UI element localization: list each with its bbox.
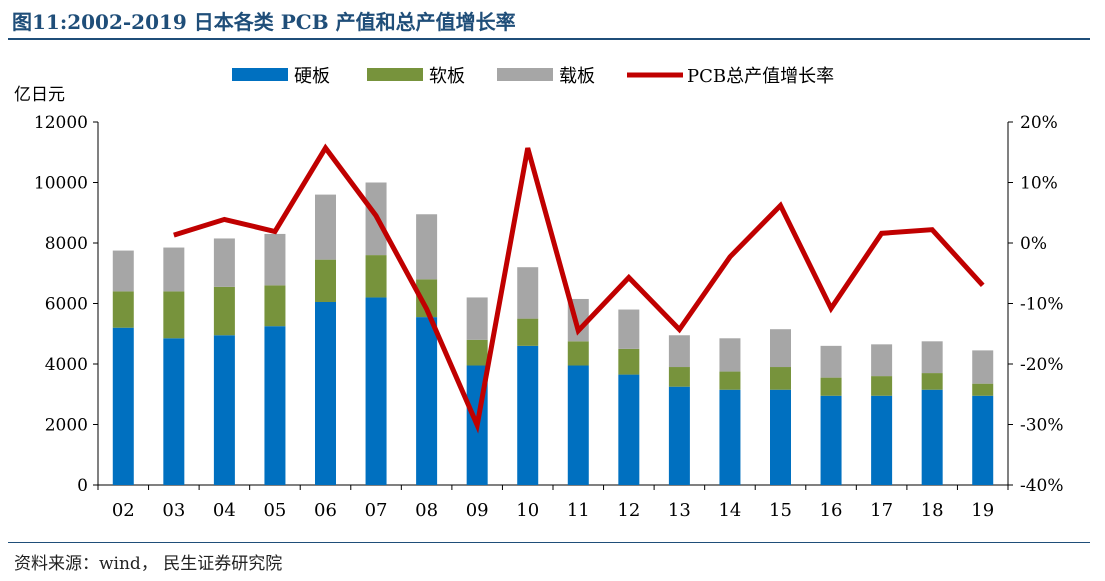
x-tick-label: 08 xyxy=(415,500,438,521)
legend-label-软板: 软板 xyxy=(429,66,465,87)
bar-软板-19 xyxy=(972,383,994,396)
legend-swatch-硬板 xyxy=(232,68,288,81)
y-axis-unit-label: 亿日元 xyxy=(14,85,65,105)
legend-swatch-软板 xyxy=(367,68,423,81)
y-left-tick-label: 4000 xyxy=(45,355,88,375)
title-rule xyxy=(8,38,1090,40)
bar-载板-09 xyxy=(466,297,488,340)
legend-label-载板: 载板 xyxy=(559,66,595,87)
bar-软板-16 xyxy=(820,377,842,396)
x-tick-label: 14 xyxy=(718,500,741,521)
bar-软板-18 xyxy=(921,373,943,390)
bar-软板-04 xyxy=(213,286,235,336)
bar-软板-17 xyxy=(871,376,893,396)
bar-软板-12 xyxy=(618,348,640,375)
y-left-tick-label: 2000 xyxy=(45,416,88,436)
bar-软板-03 xyxy=(163,291,185,339)
y-right-tick-label: -10% xyxy=(1020,295,1064,315)
bar-软板-14 xyxy=(719,371,741,390)
bar-硬板-17 xyxy=(871,395,893,485)
bar-硬板-16 xyxy=(820,395,842,485)
bar-软板-15 xyxy=(770,367,791,390)
x-tick-label: 16 xyxy=(820,500,843,521)
bar-载板-06 xyxy=(315,194,336,260)
bar-硬板-11 xyxy=(567,365,589,485)
bar-载板-13 xyxy=(668,335,690,368)
bar-载板-10 xyxy=(517,267,539,319)
bar-载板-04 xyxy=(213,238,235,287)
bar-软板-05 xyxy=(264,285,286,327)
bar-硬板-18 xyxy=(921,389,943,485)
x-tick-label: 15 xyxy=(769,500,792,521)
bar-硬板-07 xyxy=(365,297,387,485)
bar-硬板-14 xyxy=(719,389,741,485)
bar-载板-18 xyxy=(921,341,943,374)
bar-软板-07 xyxy=(365,255,387,298)
x-tick-label: 19 xyxy=(971,500,994,521)
x-tick-label: 13 xyxy=(668,500,691,521)
chart-title: 图11:2002-2019 日本各类 PCB 产值和总产值增长率 xyxy=(12,10,516,34)
x-tick-label: 10 xyxy=(516,500,539,521)
bar-软板-02 xyxy=(112,291,134,328)
y-right-tick-label: 20% xyxy=(1020,113,1058,133)
bar-载板-08 xyxy=(416,214,438,280)
bar-载板-03 xyxy=(163,247,185,292)
bar-软板-08 xyxy=(416,279,438,318)
y-right-tick-label: 10% xyxy=(1020,174,1058,194)
y-left-tick-label: 10000 xyxy=(34,174,88,194)
bar-硬板-10 xyxy=(517,345,539,485)
bar-硬板-19 xyxy=(972,395,994,485)
legend-label-硬板: 硬板 xyxy=(294,66,330,87)
y-left-tick-label: 12000 xyxy=(34,113,88,133)
bar-硬板-13 xyxy=(668,386,690,485)
bar-软板-11 xyxy=(567,341,589,366)
bar-载板-17 xyxy=(871,344,893,377)
bar-硬板-03 xyxy=(163,338,185,485)
footer-rule xyxy=(8,542,1090,543)
y-right-tick-label: -30% xyxy=(1020,416,1064,436)
chart: 硬板 软板 载板 PCB总产值增长率 亿日元 02000400060008000100… xyxy=(14,66,1064,521)
bar-软板-06 xyxy=(315,259,336,302)
x-tick-label: 05 xyxy=(263,500,286,521)
bar-软板-09 xyxy=(466,339,488,366)
x-tick-label: 02 xyxy=(112,500,135,521)
bar-硬板-08 xyxy=(416,317,438,485)
y-right-tick-label: 0% xyxy=(1020,234,1047,254)
x-tick-label: 11 xyxy=(567,500,590,521)
bar-硬板-02 xyxy=(112,327,134,485)
bar-硬板-06 xyxy=(315,301,336,485)
x-tick-label: 06 xyxy=(314,500,337,521)
legend: 硬板 软板 载板 PCB总产值增长率 xyxy=(232,66,834,87)
x-tick-label: 03 xyxy=(162,500,185,521)
x-tick-label: 12 xyxy=(617,500,640,521)
bar-载板-12 xyxy=(618,309,640,349)
bar-载板-02 xyxy=(112,250,134,292)
bar-硬板-05 xyxy=(264,326,286,485)
legend-label-PCB总产值增长率: PCB总产值增长率 xyxy=(687,66,834,87)
bar-硬板-15 xyxy=(770,389,791,485)
bar-载板-15 xyxy=(770,329,791,368)
bar-载板-19 xyxy=(972,350,994,384)
y-left-tick-label: 8000 xyxy=(45,234,88,254)
bar-硬板-04 xyxy=(213,335,235,485)
plot-area: 0 2000 4000 6000 8000 10000 12000 -40% -30% -20% -… xyxy=(34,113,1064,521)
bar-硬板-12 xyxy=(618,374,640,485)
bar-载板-16 xyxy=(820,345,842,378)
x-tick-label: 09 xyxy=(466,500,489,521)
x-tick-label: 18 xyxy=(921,500,944,521)
bar-软板-13 xyxy=(668,367,690,387)
bar-软板-10 xyxy=(517,318,539,346)
bar-载板-05 xyxy=(264,233,286,286)
x-tick-label: 04 xyxy=(213,500,236,521)
x-tick-label: 07 xyxy=(365,500,388,521)
x-tick-label: 17 xyxy=(870,500,893,521)
y-left-tick-label: 0 xyxy=(77,476,88,496)
bar-载板-14 xyxy=(719,338,741,372)
y-right-tick-label: -40% xyxy=(1020,476,1064,496)
source-note: 资料来源：wind， 民生证券研究院 xyxy=(14,554,283,574)
legend-swatch-载板 xyxy=(497,68,553,81)
y-right-tick-label: -20% xyxy=(1020,355,1064,375)
y-left-tick-label: 6000 xyxy=(45,295,88,315)
